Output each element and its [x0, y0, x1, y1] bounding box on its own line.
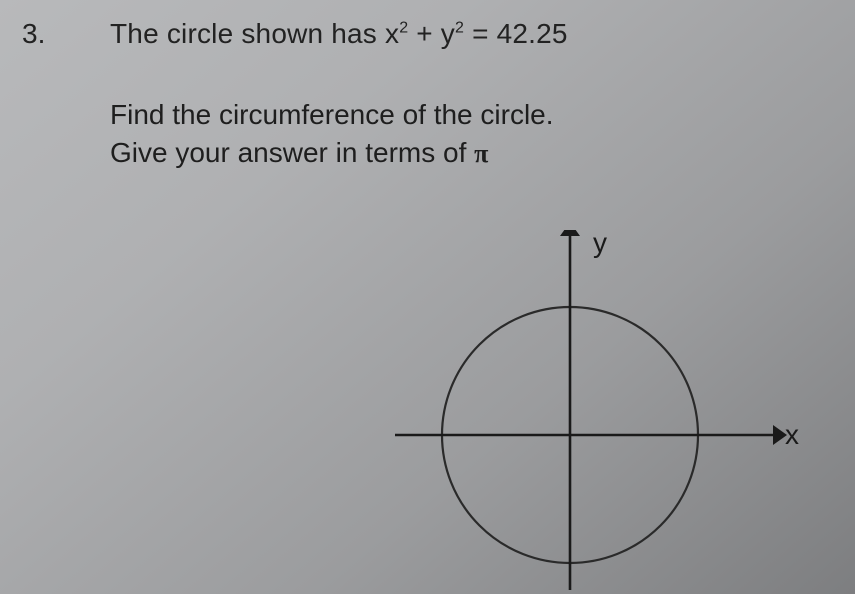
y-axis-arrow-icon — [560, 230, 580, 236]
pi-symbol: π — [474, 139, 488, 168]
equation-line: The circle shown has x2 + y2 = 42.25 — [110, 18, 815, 50]
circle-diagram: y x — [345, 230, 825, 590]
y-axis-label: y — [593, 230, 607, 258]
eq-part-1: The circle shown has x — [110, 18, 399, 49]
instruction-line-1: Find the circumference of the circle. — [110, 96, 815, 134]
instruction-line-2: Give your answer in terms of π — [110, 134, 815, 172]
exponent-x: 2 — [399, 20, 408, 37]
spacer — [110, 50, 815, 96]
x-axis-label: x — [785, 419, 799, 450]
eq-part-2: + y — [408, 18, 455, 49]
question-text: The circle shown has x2 + y2 = 42.25 Fin… — [110, 18, 815, 172]
question-number: 3. — [22, 18, 45, 50]
exponent-y: 2 — [455, 20, 464, 37]
eq-part-3: = 42.25 — [464, 18, 568, 49]
instruction-prefix: Give your answer in terms of — [110, 137, 474, 168]
worksheet-page: 3. The circle shown has x2 + y2 = 42.25 … — [0, 0, 855, 594]
diagram-svg: y x — [345, 230, 825, 590]
